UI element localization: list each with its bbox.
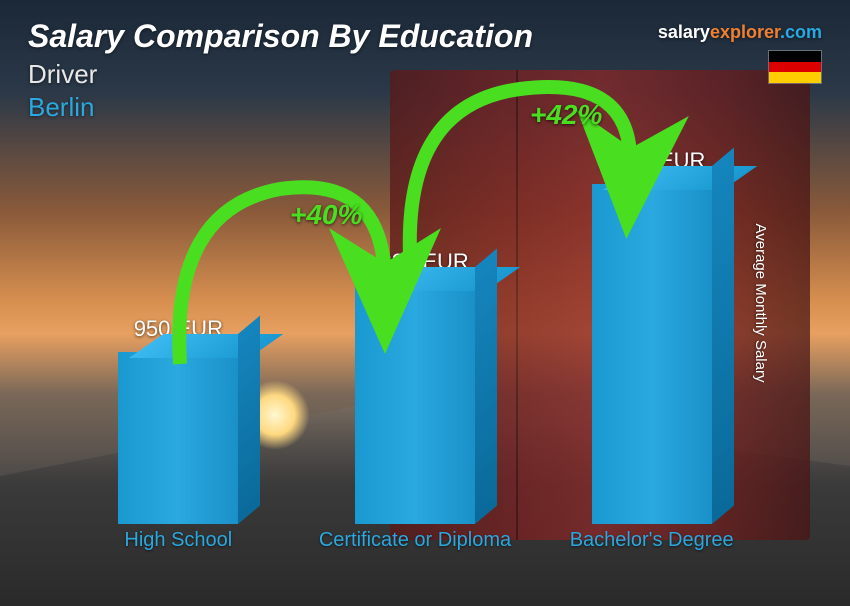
brand-part2: explorer	[710, 22, 780, 42]
increase-badge-1: +40%	[290, 199, 362, 231]
increase-arrow-1	[150, 169, 410, 379]
chart-title: Salary Comparison By Education	[28, 18, 533, 55]
germany-flag-icon	[768, 50, 822, 84]
bar-label-2: Bachelor's Degree	[552, 528, 752, 584]
increase-badge-2: +42%	[530, 99, 602, 131]
bar-label-0: High School	[78, 528, 278, 584]
brand-part1: salary	[658, 22, 710, 42]
brand-logo: salaryexplorer.com	[658, 22, 822, 43]
increase-arrow-2	[380, 69, 660, 269]
chart-area: +40% +42% 950 EUR 1,320 EUR	[60, 144, 770, 584]
bar-label-1: Certificate or Diploma	[315, 528, 515, 584]
labels-row: High School Certificate or Diploma Bache…	[60, 528, 770, 584]
brand-part3: .com	[780, 22, 822, 42]
